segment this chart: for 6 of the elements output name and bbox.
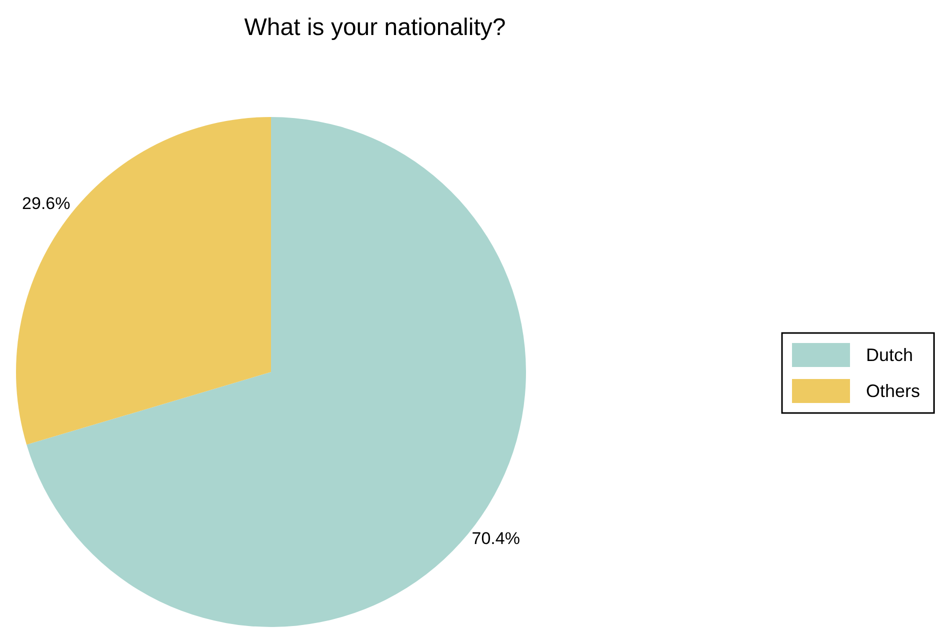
pie-slice: [16, 117, 271, 445]
data-label: 70.4%: [472, 529, 520, 548]
chart-title: What is your nationality?: [244, 14, 506, 41]
legend-label: Others: [866, 380, 920, 401]
data-label: 29.6%: [22, 194, 70, 213]
legend-label: Dutch: [866, 344, 914, 365]
